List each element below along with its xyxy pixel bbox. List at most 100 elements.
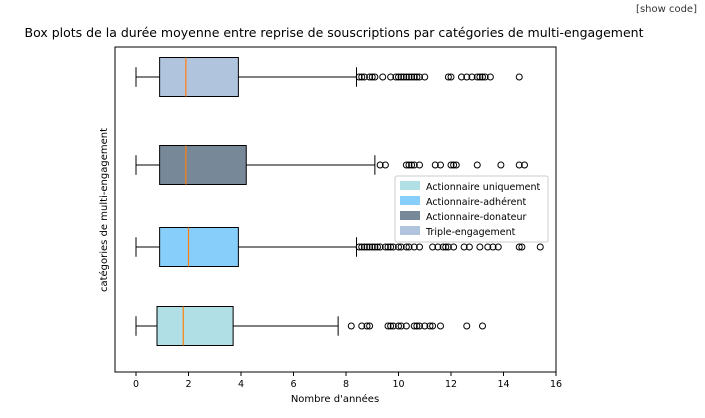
outlier-point	[405, 243, 413, 251]
outlier-point	[410, 243, 418, 251]
outlier-point	[426, 322, 434, 330]
outlier-point	[476, 73, 484, 81]
outlier-point	[402, 243, 410, 251]
outlier-point	[395, 73, 402, 81]
plot-area	[114, 46, 557, 373]
outlier-point	[389, 243, 397, 251]
legend-swatch	[400, 196, 420, 205]
x-tick-label: 0	[133, 379, 139, 390]
show-code-link[interactable]: [show code]	[636, 4, 697, 15]
outlier-point	[439, 243, 447, 251]
outlier-point	[402, 73, 410, 81]
outlier-point	[392, 73, 400, 81]
outlier-point	[366, 322, 374, 330]
x-tick-label: 16	[550, 379, 562, 390]
outlier-point	[486, 73, 494, 81]
outlier-point	[410, 322, 418, 330]
outlier-point	[402, 322, 410, 330]
legend-swatch	[400, 211, 420, 220]
outlier-point	[389, 322, 397, 330]
box	[159, 57, 239, 97]
x-tick-label: 10	[392, 379, 404, 390]
boxplot-1	[135, 227, 544, 267]
outlier-point	[381, 161, 389, 169]
outlier-point	[489, 243, 497, 251]
outlier-point	[402, 161, 410, 169]
outlier-point	[416, 161, 423, 169]
outlier-point	[450, 243, 458, 251]
outlier-point	[374, 243, 381, 251]
outlier-point	[421, 73, 429, 81]
outlier-point	[379, 73, 387, 81]
outlier-point	[447, 73, 455, 81]
outlier-point	[468, 73, 476, 81]
outlier-point	[450, 161, 458, 169]
outlier-point	[479, 73, 486, 81]
outlier-point	[358, 243, 366, 251]
outlier-point	[384, 243, 392, 251]
outlier-point	[518, 243, 526, 251]
outlier-point	[476, 243, 484, 251]
outlier-point	[408, 73, 416, 81]
outlier-point	[368, 243, 376, 251]
outlier-point	[447, 161, 455, 169]
outlier-point	[434, 243, 442, 251]
outlier-point	[387, 73, 395, 81]
outlier-point	[366, 73, 374, 81]
outlier-point	[371, 73, 379, 81]
outlier-point	[358, 322, 366, 330]
outlier-point	[405, 73, 413, 81]
outlier-point	[360, 243, 368, 251]
outlier-point	[408, 161, 416, 169]
legend: Actionnaire uniquement Actionnaire-adhére…	[394, 175, 549, 243]
boxplot-2	[135, 145, 528, 185]
outlier-point	[397, 243, 405, 251]
outlier-point	[463, 322, 471, 330]
x-tick-label: 8	[343, 379, 349, 390]
outlier-point	[481, 73, 489, 81]
outlier-point	[387, 243, 395, 251]
outlier-point	[376, 243, 384, 251]
outlier-point	[368, 73, 376, 81]
boxplot-3	[135, 57, 523, 97]
outlier-point	[384, 322, 392, 330]
outlier-point	[371, 243, 379, 251]
outlier-point	[397, 322, 405, 330]
box	[159, 227, 239, 267]
outlier-point	[431, 161, 439, 169]
outlier-point	[515, 73, 523, 81]
x-axis-ticks: 0 2 4 6 8 10 12 14 16	[133, 372, 562, 390]
outlier-point	[444, 243, 452, 251]
legend-label: Triple-engagement	[425, 227, 516, 238]
outlier-point	[416, 73, 423, 81]
x-axis-label: Nombre d'années	[291, 393, 379, 405]
x-tick-label: 14	[497, 379, 509, 390]
outlier-point	[358, 73, 366, 81]
outlier-point	[494, 243, 502, 251]
outlier-point	[458, 73, 465, 81]
outlier-point	[421, 322, 429, 330]
legend-label: Actionnaire-donateur	[426, 212, 526, 223]
outlier-point	[473, 73, 481, 81]
outlier-point	[347, 322, 355, 330]
outlier-point	[395, 243, 402, 251]
outlier-point	[465, 243, 473, 251]
outlier-point	[410, 161, 418, 169]
outlier-point	[515, 243, 523, 251]
outlier-point	[521, 161, 528, 169]
box	[156, 306, 234, 346]
x-tick-label: 12	[445, 379, 457, 390]
outlier-point	[363, 322, 371, 330]
outlier-point	[405, 161, 413, 169]
x-tick-label: 6	[290, 379, 296, 390]
outlier-point	[376, 161, 384, 169]
box	[159, 145, 247, 185]
outlier-point	[497, 161, 505, 169]
outlier-point	[387, 322, 395, 330]
outlier-point	[360, 73, 368, 81]
outlier-point	[460, 243, 468, 251]
outlier-point	[400, 73, 408, 81]
outlier-point	[363, 243, 371, 251]
outlier-point	[463, 73, 471, 81]
outlier-point	[429, 322, 437, 330]
